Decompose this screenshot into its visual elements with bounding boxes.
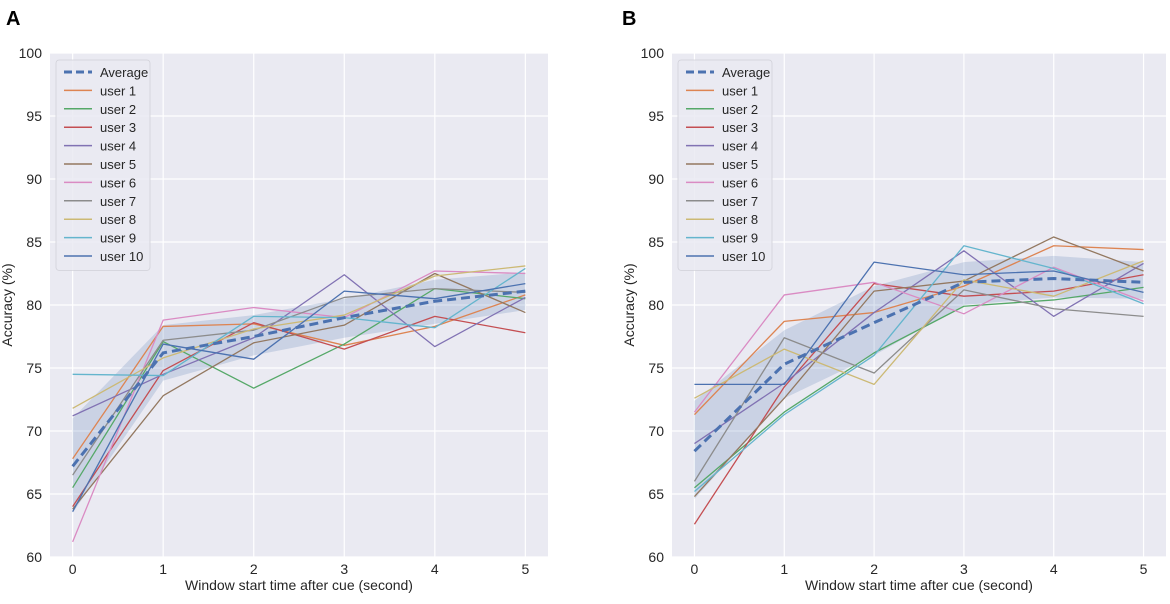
y-tick-label: 65 — [26, 486, 42, 502]
x-tick-label: 5 — [521, 561, 529, 577]
legend-label: user 7 — [722, 194, 758, 209]
series-line-user-5 — [693, 236, 1144, 497]
y-tick-label: 100 — [19, 45, 43, 61]
y-tick-label: 70 — [26, 423, 42, 439]
y-tick-label: 75 — [26, 360, 42, 376]
y-tick-label: 65 — [648, 486, 664, 502]
x-tick-label: 0 — [69, 561, 77, 577]
legend-label: user 5 — [100, 157, 136, 172]
legend-label: user 2 — [100, 102, 136, 117]
series-line-user-6 — [72, 270, 526, 543]
series-line-user-4 — [72, 274, 526, 417]
legend-label: user 8 — [100, 212, 136, 227]
legend-label: user 9 — [722, 231, 758, 246]
legend-label: user 1 — [722, 83, 758, 98]
y-axis-label: Accuracy (%) — [621, 263, 637, 346]
legend-label: user 7 — [100, 194, 136, 209]
panel-b: 60 65 70 75 80 85 90 95 100 0 1 2 3 4 5 Window start ti… — [621, 8, 1166, 593]
legend-label: user 5 — [722, 157, 758, 172]
legend: Average user 1 user 2 user 3 user 4 user 5 use… — [677, 59, 773, 271]
confidence-band — [72, 272, 526, 513]
y-tick-label: 95 — [648, 108, 664, 124]
series-line-user-5 — [72, 272, 526, 510]
confidence-band — [694, 255, 1144, 500]
panel-label: A — [6, 8, 20, 30]
x-tick-label: 2 — [870, 561, 878, 577]
y-tick-label: 85 — [26, 234, 42, 250]
y-tick-label: 80 — [26, 297, 42, 313]
x-tick-label: 2 — [250, 561, 258, 577]
y-tick-label: 75 — [648, 360, 664, 376]
legend-label: user 10 — [100, 249, 143, 264]
legend-label: Average — [100, 65, 148, 80]
x-tick-label: 3 — [340, 561, 348, 577]
series-line-user-7 — [72, 287, 526, 476]
y-tick-label: 95 — [26, 108, 42, 124]
y-tick-label: 90 — [26, 171, 42, 187]
series-line-user-8 — [72, 265, 526, 409]
legend-box — [55, 59, 151, 271]
average-line — [693, 277, 1144, 453]
y-tick-label: 60 — [648, 549, 664, 565]
legend-label: user 4 — [722, 139, 758, 154]
legend-label: Average — [722, 65, 770, 80]
x-tick-label: 4 — [431, 561, 439, 577]
series-line-user-6 — [693, 266, 1144, 413]
series-line-user-10 — [694, 261, 1144, 386]
x-tick-label: 1 — [780, 561, 788, 577]
legend-label: user 3 — [100, 120, 136, 135]
legend: Average user 1 user 2 user 3 user 4 user 5 use… — [55, 59, 151, 271]
y-axis-label: Accuracy (%) — [0, 263, 15, 346]
legend-label: user 9 — [100, 231, 136, 246]
y-tick-label: 90 — [648, 171, 664, 187]
y-tick-label: 60 — [26, 549, 42, 565]
legend-label: user 2 — [722, 102, 758, 117]
y-tick-label: 70 — [648, 423, 664, 439]
x-tick-label: 4 — [1050, 561, 1058, 577]
legend-label: user 1 — [100, 83, 136, 98]
legend-label: user 6 — [722, 175, 758, 190]
x-axis-label: Window start time after cue (second) — [185, 577, 413, 593]
legend-label: user 4 — [100, 139, 136, 154]
x-tick-label: 1 — [159, 561, 167, 577]
series-line-user-9 — [72, 267, 526, 377]
legend-box — [677, 59, 773, 271]
legend-label: user 3 — [722, 120, 758, 135]
x-tick-label: 0 — [691, 561, 699, 577]
y-tick-label: 100 — [641, 45, 665, 61]
y-tick-label: 80 — [648, 297, 664, 313]
panel-label: B — [622, 8, 636, 30]
series-line-user-3 — [693, 274, 1144, 525]
x-tick-label: 5 — [1140, 561, 1148, 577]
panel-a: 60 65 70 75 80 85 90 95 100 0 1 2 3 4 5 Window start ti… — [0, 8, 548, 593]
series-line-user-3 — [72, 315, 526, 507]
average-line — [71, 289, 526, 468]
legend-label: user 10 — [722, 249, 765, 264]
series-line-user-1 — [693, 245, 1144, 416]
series-line-user-2 — [694, 286, 1144, 489]
y-tick-label: 85 — [648, 234, 664, 250]
series-line-user-4 — [694, 250, 1144, 445]
legend-label: user 8 — [722, 212, 758, 227]
legend-label: user 6 — [100, 175, 136, 190]
series-line-user-8 — [694, 260, 1144, 399]
x-tick-label: 3 — [960, 561, 968, 577]
x-axis-label: Window start time after cue (second) — [805, 577, 1033, 593]
